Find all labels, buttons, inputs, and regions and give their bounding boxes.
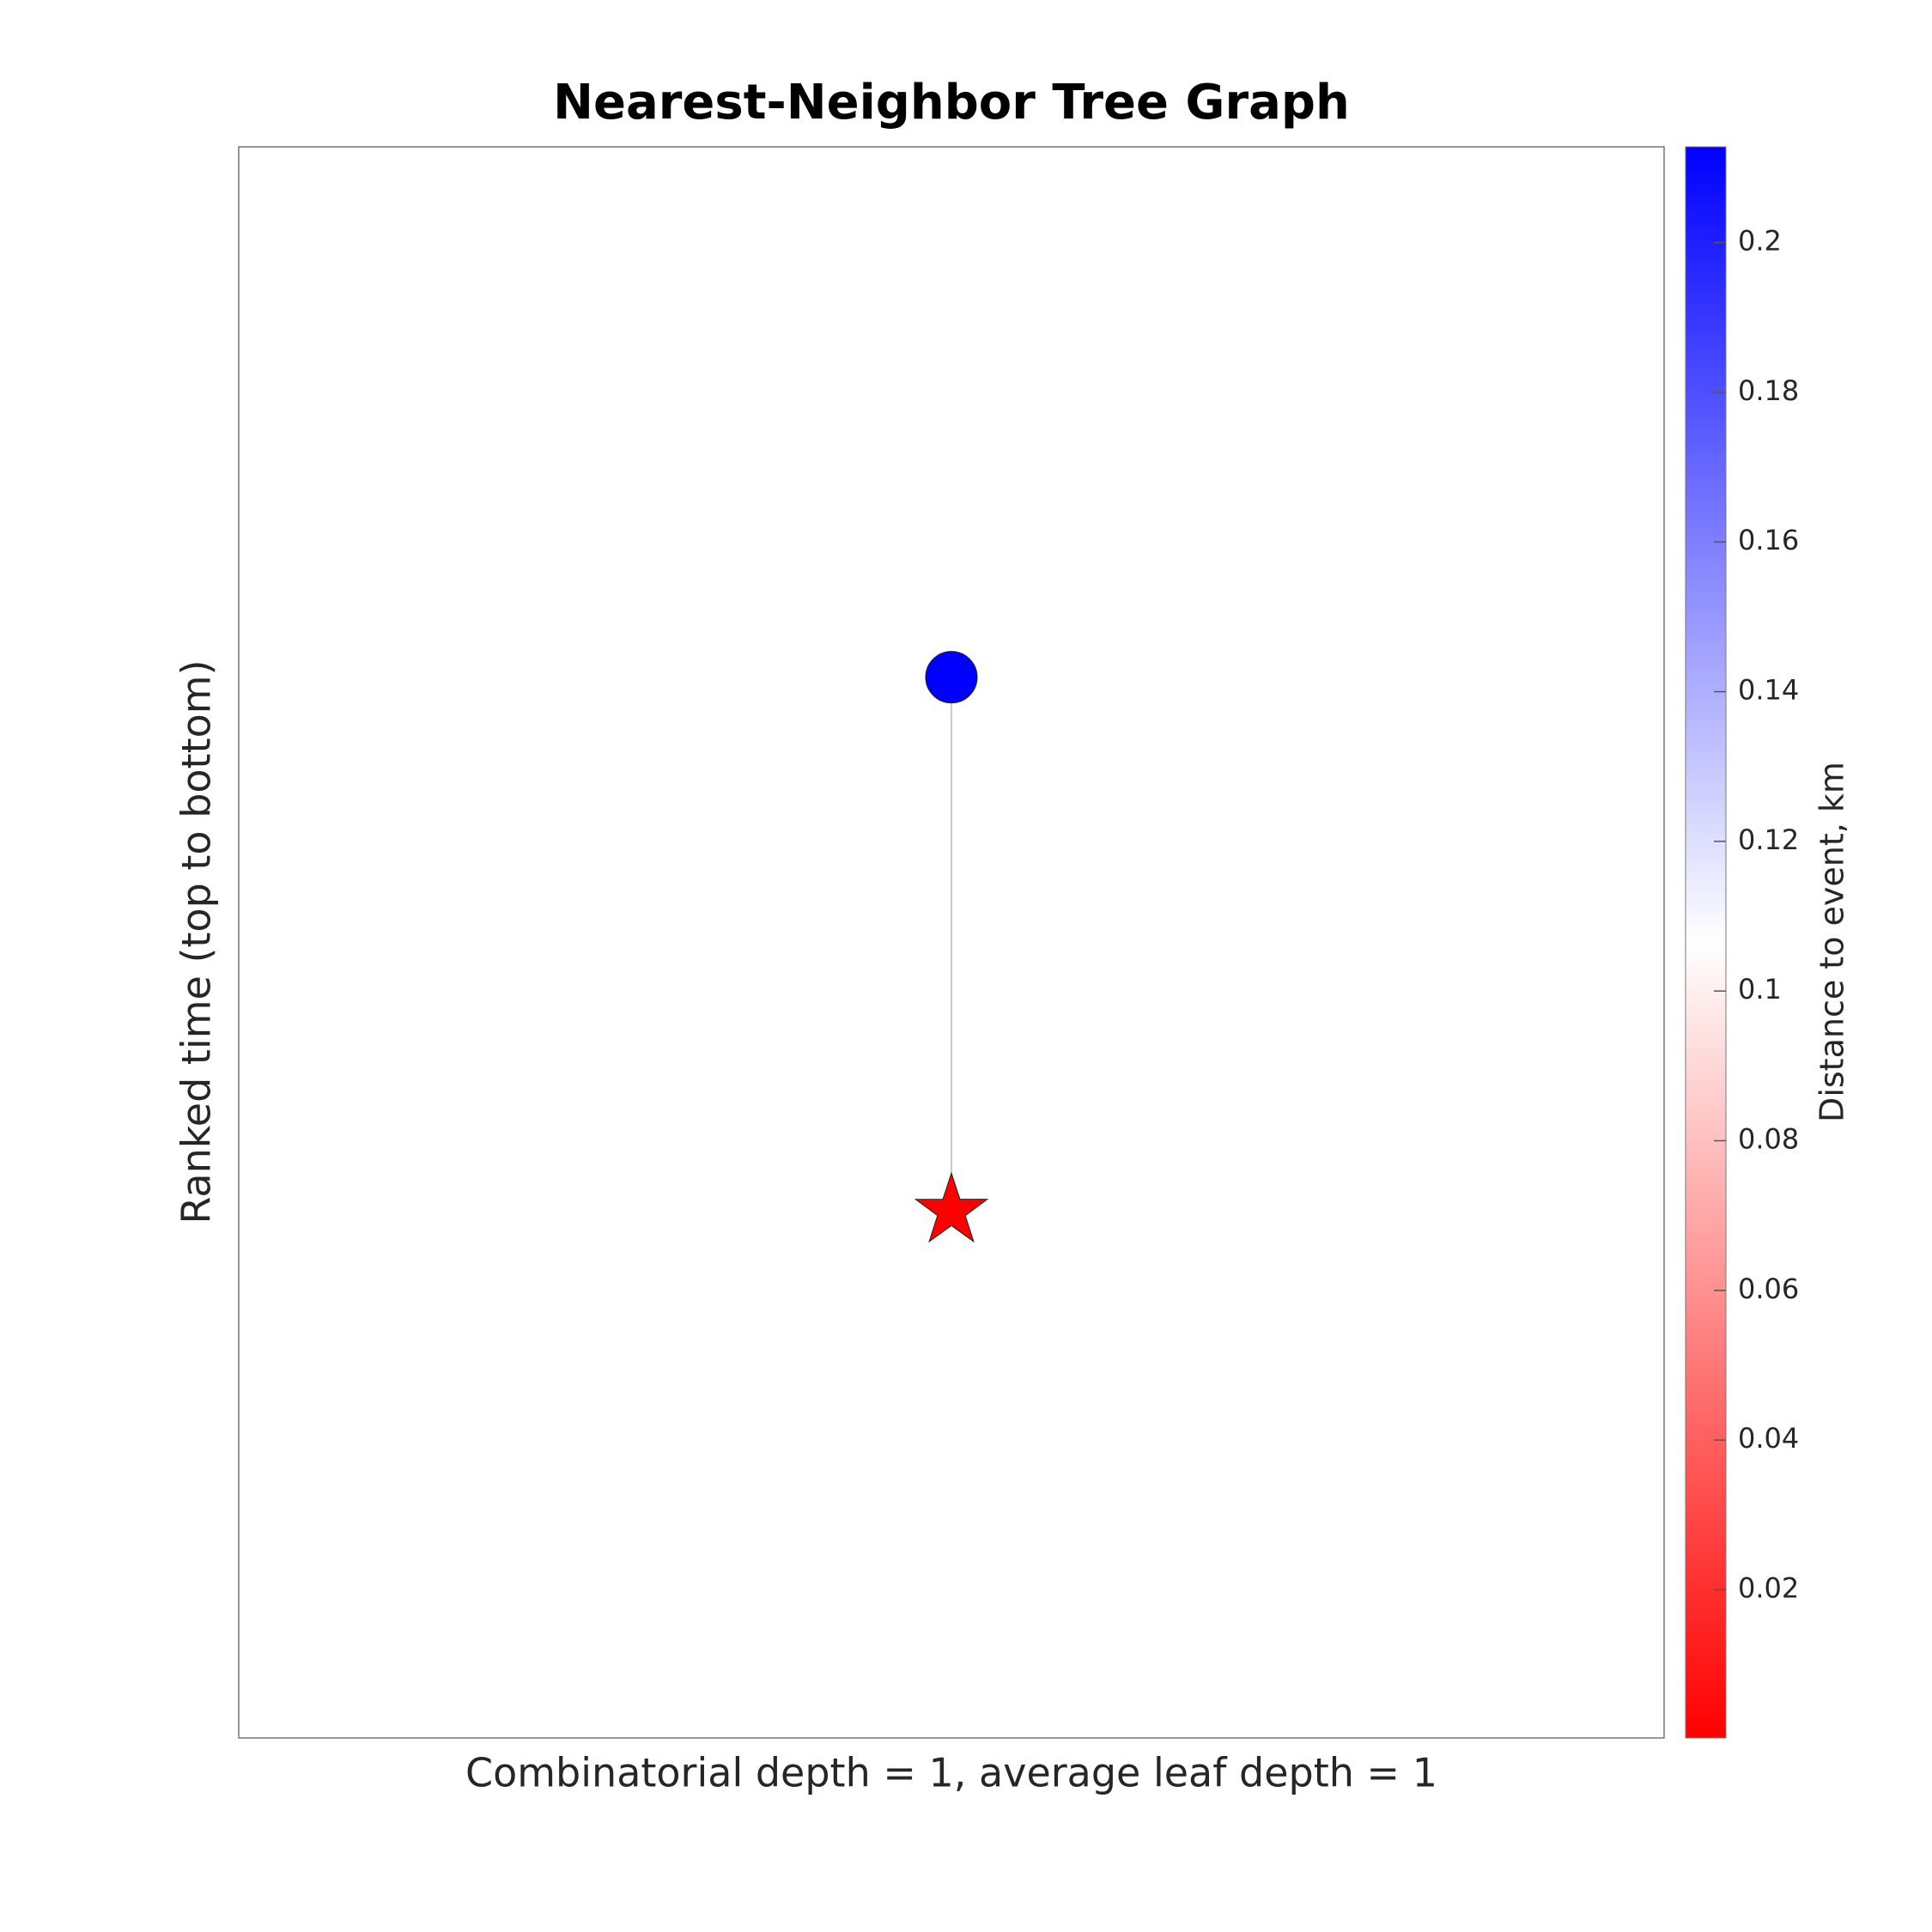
colorbar-tick-label: 0.18: [1738, 374, 1799, 407]
colorbar-tick-label: 0.16: [1738, 524, 1799, 556]
node: [925, 651, 978, 704]
colorbar-tick-label: 0.12: [1738, 823, 1799, 856]
y-axis-label: Ranked time (top to bottom): [173, 659, 220, 1224]
node: [914, 1171, 989, 1243]
x-axis-label: Combinatorial depth = 1, average leaf de…: [465, 1750, 1437, 1796]
colorbar-tick-label: 0.04: [1738, 1422, 1799, 1455]
chart-title: Nearest-Neighbor Tree Graph: [553, 75, 1350, 131]
colorbar: [1685, 146, 1727, 1739]
colorbar-tick-label: 0.1: [1738, 973, 1782, 1005]
colorbar-tick-label: 0.2: [1738, 225, 1782, 258]
colorbar-tick-label: 0.06: [1738, 1273, 1799, 1305]
colorbar-label: Distance to event, km: [1814, 762, 1851, 1122]
colorbar-tick-label: 0.02: [1738, 1571, 1799, 1604]
colorbar-tick-label: 0.08: [1738, 1122, 1799, 1155]
colorbar-tick-label: 0.14: [1738, 674, 1799, 707]
